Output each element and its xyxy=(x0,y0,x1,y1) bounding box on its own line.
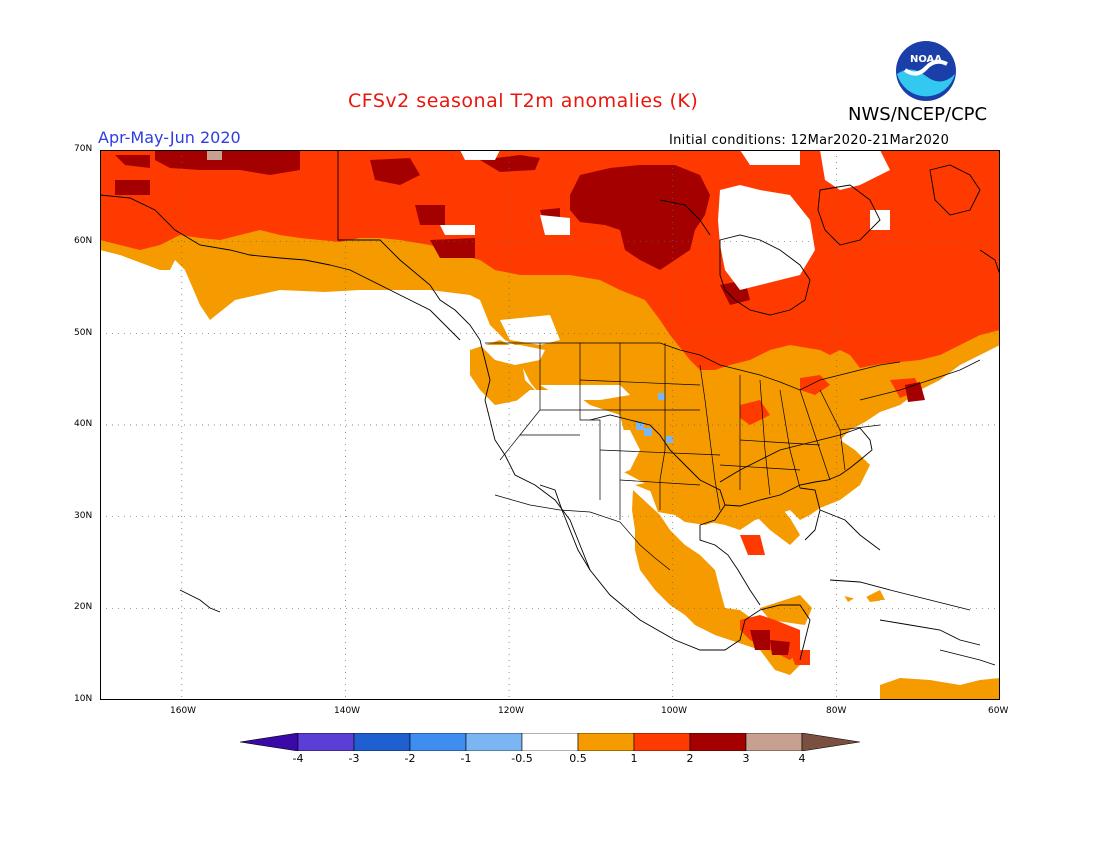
lon-label: 80W xyxy=(826,706,847,716)
colorbar-swatch xyxy=(521,733,579,751)
colorbar-label: 3 xyxy=(742,752,750,765)
colorbar-swatch xyxy=(745,733,803,751)
colorbar-swatch xyxy=(577,733,635,751)
colorbar-label: 0.5 xyxy=(569,752,587,765)
colorbar-swatch xyxy=(353,733,411,751)
colorbar-arrow-high xyxy=(801,733,860,751)
colorbar-label: 2 xyxy=(686,752,694,765)
anomaly-map xyxy=(100,150,1000,700)
colorbar-swatch xyxy=(465,733,523,751)
lat-label: 30N xyxy=(74,511,93,521)
colorbar-label: 1 xyxy=(630,752,638,765)
lat-label: 40N xyxy=(74,419,93,429)
logo-text: NOAA xyxy=(910,54,942,65)
blue-anomaly-region xyxy=(636,393,673,443)
lon-label: 140W xyxy=(334,706,361,716)
colorbar-swatch xyxy=(409,733,467,751)
colorbar-swatch xyxy=(297,733,355,751)
colorbar-label: -4 xyxy=(292,752,304,765)
lon-label: 60W xyxy=(988,706,1009,716)
season-label: Apr-May-Jun 2020 xyxy=(98,128,241,147)
colorbar-label: -3 xyxy=(348,752,360,765)
lat-label: 50N xyxy=(74,328,93,338)
coastline-lines xyxy=(100,150,1000,666)
colorbar-swatch xyxy=(689,733,747,751)
lat-label: 20N xyxy=(74,602,93,612)
noaa-logo-icon: NOAA xyxy=(896,41,956,101)
initial-conditions-label: Initial conditions: 12Mar2020-21Mar2020 xyxy=(669,133,950,148)
graticule-lines xyxy=(100,150,1000,700)
colorbar-arrow-low xyxy=(240,733,299,751)
lat-label: 10N xyxy=(74,694,93,704)
lat-label: 70N xyxy=(74,144,93,154)
lat-label: 60N xyxy=(74,236,93,246)
colorbar-label: -1 xyxy=(460,752,472,765)
colorbar xyxy=(240,733,860,751)
colorbar-label: -0.5 xyxy=(511,752,533,765)
chart-title: CFSv2 seasonal T2m anomalies (K) xyxy=(348,90,699,112)
colorbar-swatch xyxy=(633,733,691,751)
lon-label: 120W xyxy=(498,706,525,716)
colorbar-label: 4 xyxy=(798,752,806,765)
agency-label: NWS/NCEP/CPC xyxy=(848,104,988,125)
lon-label: 160W xyxy=(170,706,197,716)
tan-anomaly-cell xyxy=(207,150,222,160)
colorbar-label: -2 xyxy=(404,752,416,765)
political-border-lines xyxy=(485,342,981,571)
lon-label: 100W xyxy=(661,706,688,716)
